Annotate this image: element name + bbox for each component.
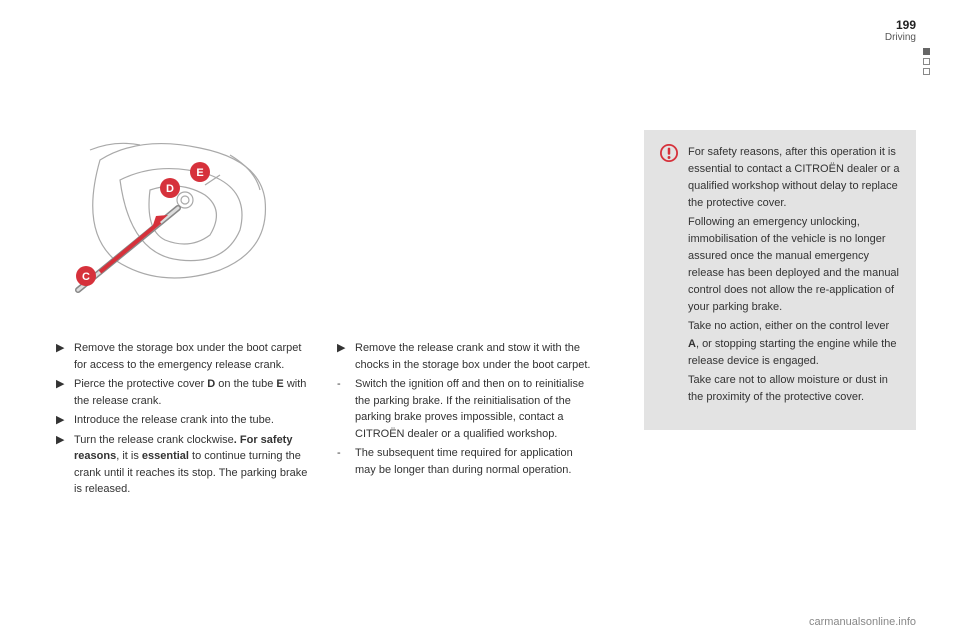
- svg-text:D: D: [166, 183, 174, 195]
- bullet-text: Remove the storage box under the boot ca…: [74, 340, 315, 373]
- callout-d: D: [160, 178, 180, 198]
- column-left: ▶Remove the storage box under the boot c…: [56, 340, 315, 501]
- warning-box: For safety reasons, after this operation…: [644, 130, 916, 430]
- bullet-mark: ▶: [56, 376, 74, 409]
- list-item: ▶Introduce the release crank into the tu…: [56, 412, 315, 429]
- bullet-text: Introduce the release crank into the tub…: [74, 412, 315, 429]
- bullet-mark: ▶: [56, 340, 74, 373]
- bullet-mark: ▶: [337, 340, 355, 373]
- column-right: ▶Remove the release crank and stow it wi…: [337, 340, 596, 501]
- list-item: -The subsequent time required for applic…: [337, 445, 596, 478]
- warning-icon: [660, 144, 678, 408]
- bullet-text: Remove the release crank and stow it wit…: [355, 340, 596, 373]
- warning-text: For safety reasons, after this operation…: [688, 144, 900, 408]
- page-header: 199 Driving: [885, 18, 916, 44]
- bullet-mark: -: [337, 376, 355, 442]
- callout-e: E: [190, 162, 210, 182]
- bullet-mark: ▶: [56, 432, 74, 498]
- warning-paragraph: Take no action, either on the control le…: [688, 318, 900, 369]
- margin-markers: [923, 48, 930, 75]
- bullet-mark: ▶: [56, 412, 74, 429]
- page-number: 199: [885, 18, 916, 32]
- body-columns: ▶Remove the storage box under the boot c…: [56, 340, 596, 501]
- warning-paragraph: For safety reasons, after this operation…: [688, 144, 900, 212]
- bullet-text: Pierce the protective cover D on the tub…: [74, 376, 315, 409]
- list-item: -Switch the ignition off and then on to …: [337, 376, 596, 442]
- bullet-text: Turn the release crank clockwise. For sa…: [74, 432, 315, 498]
- list-item: ▶Turn the release crank clockwise. For s…: [56, 432, 315, 498]
- svg-text:E: E: [196, 167, 203, 179]
- footer-watermark: carmanualsonline.info: [809, 616, 916, 628]
- bullet-text: The subsequent time required for applica…: [355, 445, 596, 478]
- marker-dot: [923, 58, 930, 65]
- warning-paragraph: Take care not to allow moisture or dust …: [688, 372, 900, 406]
- list-item: ▶Remove the release crank and stow it wi…: [337, 340, 596, 373]
- marker-dot: [923, 48, 930, 55]
- warning-paragraph: Following an emergency unlocking, immobi…: [688, 214, 900, 316]
- list-item: ▶Remove the storage box under the boot c…: [56, 340, 315, 373]
- illustration: C D E: [60, 130, 290, 300]
- section-title: Driving: [885, 32, 916, 44]
- svg-text:C: C: [82, 271, 90, 283]
- marker-dot: [923, 68, 930, 75]
- callout-c: C: [76, 266, 96, 286]
- bullet-text: Switch the ignition off and then on to r…: [355, 376, 596, 442]
- list-item: ▶Pierce the protective cover D on the tu…: [56, 376, 315, 409]
- bullet-mark: -: [337, 445, 355, 478]
